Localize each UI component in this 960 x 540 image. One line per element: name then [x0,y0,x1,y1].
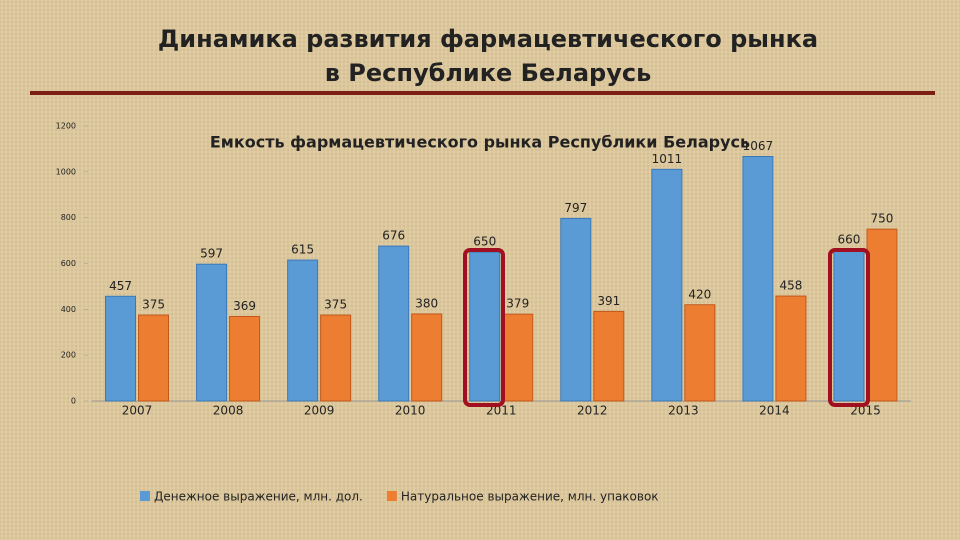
bar [138,314,170,402]
x-tick-label: 2007 [122,404,153,418]
bar [287,259,319,402]
data-label: 1067 [743,139,774,153]
data-label: 380 [415,296,438,310]
x-tick-label: 2010 [395,404,426,418]
data-label: 391 [597,294,620,308]
bar [378,245,410,402]
slide-title: в Республике Беларусь [325,59,652,87]
legend-label: Денежное выражение, млн. дол. [154,490,363,504]
data-label: 750 [871,212,894,226]
y-tick-label: 0 [71,397,76,406]
y-tick-label: 200 [61,351,76,360]
x-tick-label: 2013 [668,404,699,418]
bar [320,314,352,402]
y-tick-label: 400 [61,305,76,314]
x-tick-label: 2009 [304,404,335,418]
slide-title: Динамика развития фармацевтического рынк… [158,25,818,53]
data-label: 457 [109,279,132,293]
legend-swatch [140,491,150,501]
bar [229,315,261,402]
x-tick-label: 2008 [213,404,244,418]
data-label: 379 [506,297,529,311]
data-label: 615 [291,243,314,257]
x-tick-label: 2014 [759,404,790,418]
y-tick-label: 800 [61,213,76,222]
data-label: 660 [838,232,861,246]
y-tick-label: 1200 [56,122,76,131]
bar [469,251,501,402]
y-tick-label: 1000 [56,167,76,176]
data-label: 597 [200,247,223,261]
data-label: 458 [779,279,802,293]
y-tick-label: 600 [61,259,76,268]
highlight-box [463,248,505,407]
data-label: 369 [233,299,256,313]
bar [105,295,137,402]
data-label: 375 [324,298,347,312]
data-label: 420 [688,287,711,301]
data-label: 375 [142,298,165,312]
plot: 0 200 400 600 800 1000 1200 2007 457 375 2008 597 36… [56,122,911,504]
bar [866,228,898,402]
legend-swatch [386,491,397,501]
bar [593,310,625,402]
bar [833,249,865,402]
bar [684,304,716,402]
bar [196,263,228,402]
x-tick-label: 2012 [577,404,608,418]
data-label: 676 [382,229,405,243]
bar [742,155,774,402]
highlight-box [828,248,870,407]
data-label: 797 [564,201,587,215]
bar [560,217,592,402]
bar [651,168,683,402]
data-label: 1011 [652,152,683,166]
bar [502,313,534,402]
chart-title: Емкость фармацевтического рынка Республи… [210,133,750,152]
legend-label: Натуральное выражение, млн. упаковок [401,490,659,504]
data-label: 650 [473,235,496,249]
bar [775,295,807,402]
bar [411,313,443,402]
